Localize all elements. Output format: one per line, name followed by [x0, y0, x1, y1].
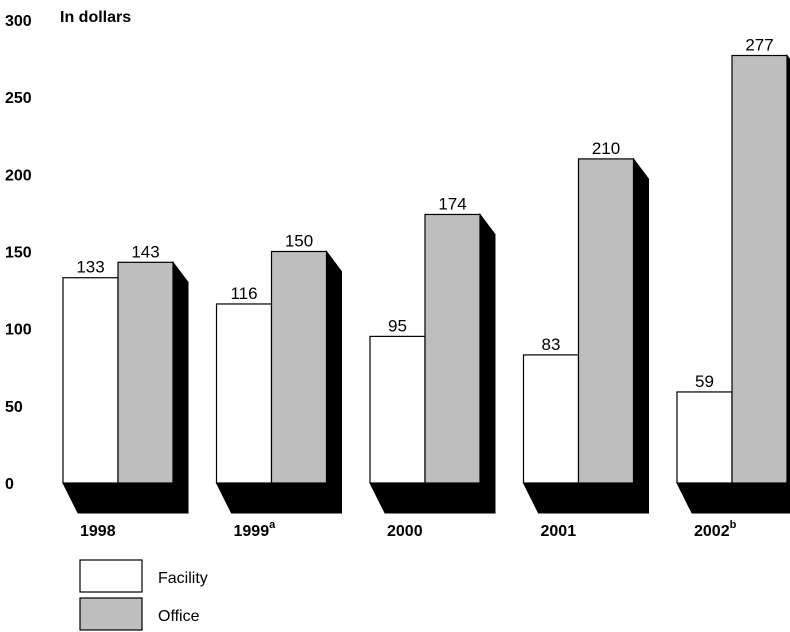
bar-side-shadow: [172, 260, 189, 514]
x-category-year: 1998: [80, 523, 116, 540]
x-category-year: 1999: [234, 523, 270, 540]
x-category-year: 2000: [387, 523, 423, 540]
x-category-year: 2001: [541, 523, 577, 540]
bars: 133 143 116 150 95 174 83 210 59 277: [62, 35, 790, 514]
x-category-label: 2000: [387, 523, 423, 540]
y-axis: 0 50 100 150 200 250 300: [5, 13, 32, 493]
bar-facility: [369, 335, 426, 484]
legend: Facility Office: [79, 559, 208, 631]
bar-office: [731, 54, 788, 484]
bar-group: 133 143: [62, 242, 189, 514]
y-tick-label: 300: [5, 13, 32, 30]
y-tick-label: 150: [5, 245, 32, 262]
bar-base-shadow: [62, 482, 189, 514]
y-tick-label: 250: [5, 90, 32, 107]
x-axis-categories: 1998 1999a 2000 2001 2002b: [80, 519, 737, 540]
bar-office: [117, 261, 174, 484]
bar-value-label: 59: [695, 372, 714, 391]
bar-side-shadow: [479, 212, 496, 514]
legend-label: Facility: [158, 570, 208, 587]
x-category-footnote-marker: a: [269, 519, 276, 531]
x-category-footnote-marker: b: [730, 519, 737, 531]
bar-value-label: 210: [592, 139, 620, 158]
bar-office: [577, 158, 635, 484]
y-tick-label: 100: [5, 322, 32, 339]
legend-label: Office: [158, 608, 200, 625]
legend-swatch-facility: [79, 559, 143, 593]
bar-office: [270, 250, 328, 484]
bar-value-label: 143: [131, 242, 159, 261]
bar-value-label: 150: [285, 232, 313, 251]
bar-facility: [522, 354, 580, 484]
y-tick-label: 200: [5, 167, 32, 184]
bar-value-label: 116: [230, 284, 257, 303]
y-unit-label: In dollars: [60, 9, 131, 26]
bar-facility: [62, 277, 119, 484]
bar-base-shadow: [676, 482, 790, 514]
bar-base-shadow: [369, 482, 496, 514]
y-tick-label: 50: [5, 399, 23, 416]
x-category-year: 2002: [694, 523, 730, 540]
bar-base-shadow: [522, 482, 650, 514]
bar-side-shadow: [633, 157, 649, 514]
x-category-label: 1998: [80, 523, 116, 540]
y-tick-label: 0: [5, 476, 14, 493]
bar-facility: [215, 303, 273, 484]
bar-group: 116 150: [215, 232, 343, 514]
bar-value-label: 95: [388, 316, 407, 335]
bar-facility: [676, 391, 733, 484]
bar-value-label: 277: [745, 35, 773, 54]
bar-value-label: 133: [76, 258, 104, 277]
legend-swatch-office: [79, 597, 143, 631]
x-category-label: 2001: [541, 523, 577, 540]
bar-value-label: 83: [542, 335, 561, 354]
bar-value-label: 174: [438, 194, 466, 213]
bar-side-shadow: [326, 250, 342, 514]
bar-base-shadow: [215, 482, 343, 514]
bar-office: [424, 213, 481, 484]
x-category-label: 1999a: [234, 519, 277, 540]
bar-group: 59 277: [676, 35, 790, 514]
bar-group: 95 174: [369, 194, 496, 514]
x-category-label: 2002b: [694, 519, 737, 540]
bar-group: 83 210: [522, 139, 650, 514]
